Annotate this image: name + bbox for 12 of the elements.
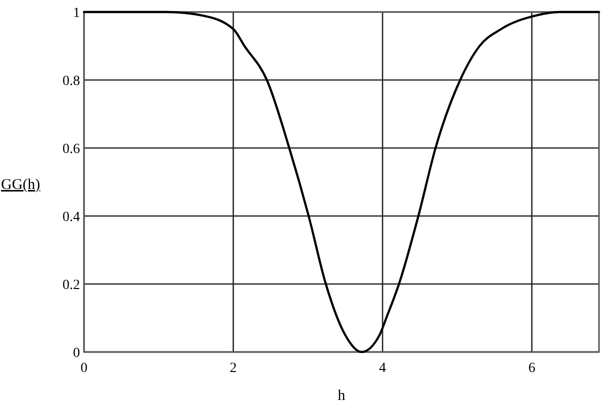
y-tick-label: 0.4 <box>62 210 80 225</box>
y-tick-label: 1 <box>73 6 80 21</box>
y-tick-label: 0.2 <box>62 278 80 293</box>
x-tick-label: 4 <box>379 361 386 376</box>
y-tick-label: 0.6 <box>62 142 80 157</box>
x-axis-title: h <box>338 388 346 404</box>
x-tick-label: 2 <box>230 361 237 376</box>
y-axis-title: GG(h) <box>1 177 40 193</box>
x-tick-label: 6 <box>528 361 536 376</box>
y-tick-label: 0.8 <box>62 74 80 89</box>
line-series <box>82 10 600 354</box>
y-tick-label: 0 <box>73 346 80 361</box>
